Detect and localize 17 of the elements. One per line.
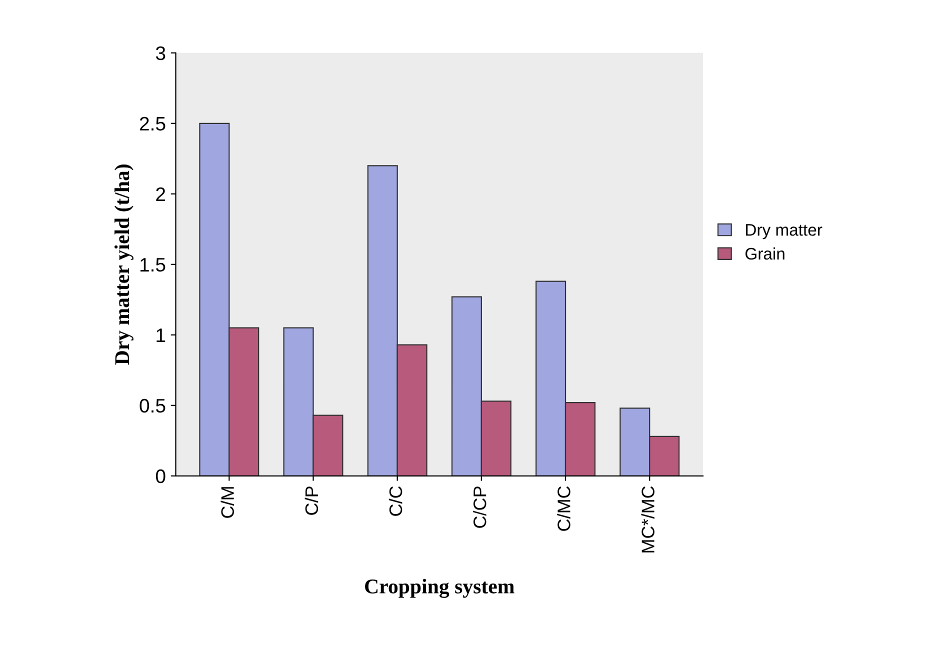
y-tick-label: 0 bbox=[156, 469, 166, 484]
x-tick-label: C/C bbox=[388, 486, 402, 516]
x-tick-label: C/CP bbox=[473, 486, 486, 528]
y-tick-label: 2.5 bbox=[140, 116, 166, 131]
y-tick-label: 1 bbox=[156, 328, 166, 342]
legend-label: Dry matter bbox=[746, 224, 822, 240]
x-tick-label: C/MC bbox=[557, 486, 570, 531]
legend-label: Grain bbox=[746, 247, 784, 260]
y-tick-label: 1.5 bbox=[140, 258, 166, 272]
x-tick-label: C/M bbox=[220, 487, 234, 518]
x-tick-label: MC*/MC bbox=[641, 486, 654, 552]
x-axis-title: Cropping system bbox=[365, 578, 514, 598]
y-tick-label: 2 bbox=[156, 187, 166, 201]
y-tick-label: 3 bbox=[156, 46, 166, 60]
y-tick-label: 0.5 bbox=[140, 398, 166, 413]
y-axis-title: Dry matter yield (t/ha) bbox=[114, 164, 134, 365]
x-tick-label: C/P bbox=[304, 486, 318, 515]
